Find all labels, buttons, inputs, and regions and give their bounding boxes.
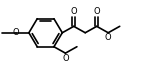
Text: O: O (62, 54, 69, 63)
Text: O: O (12, 28, 19, 37)
Text: O: O (93, 7, 100, 16)
Text: O: O (105, 33, 112, 42)
Text: O: O (71, 7, 77, 16)
